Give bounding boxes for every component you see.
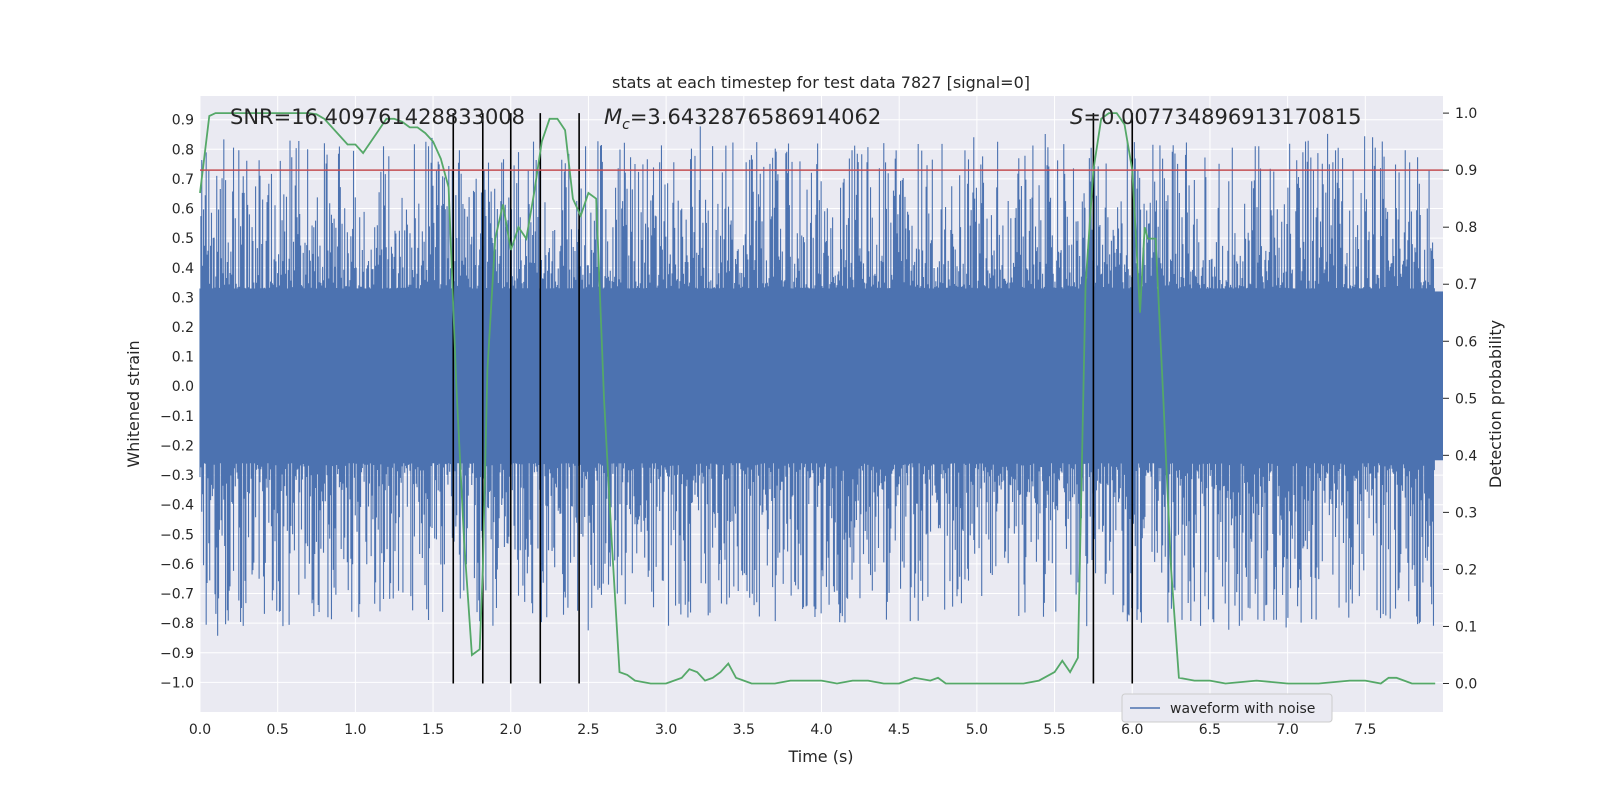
s-value: =0.007734896913170815 [1083, 105, 1361, 129]
y-right-tick-label: 1.0 [1455, 106, 1477, 122]
y-right-tick-label: 0.5 [1455, 391, 1477, 407]
y-left-tick-label: −0.9 [160, 646, 194, 662]
y-left-tick-label: 0.2 [172, 320, 194, 336]
y-left-tick-label: −0.7 [160, 587, 194, 603]
x-tick-label: 6.5 [1199, 722, 1221, 738]
y-left-tick-label: 0.3 [172, 290, 194, 306]
chart-title: stats at each timestep for test data 782… [612, 73, 1030, 92]
y-left-tick-label: −0.8 [160, 616, 194, 632]
y-left-tick-label: 0.6 [172, 202, 194, 218]
y-left-axis-label: Whitened strain [124, 340, 143, 467]
y-left-tick-label: 0.4 [172, 261, 194, 277]
s-symbol: S [1070, 105, 1083, 129]
y-right-tick-label: 0.9 [1455, 163, 1477, 179]
s-annotation: S=0.007734896913170815 [1070, 105, 1361, 129]
x-tick-label: 3.0 [655, 722, 677, 738]
x-tick-label: 3.5 [733, 722, 755, 738]
x-tick-label: 5.0 [966, 722, 988, 738]
y-left-tick-label: −0.1 [160, 409, 194, 425]
legend: waveform with noise [1121, 693, 1333, 723]
y-right-tick-label: 0.4 [1455, 448, 1477, 464]
x-tick-label: 1.0 [344, 722, 366, 738]
y-right-tick-label: 0.8 [1455, 220, 1477, 236]
x-tick-label: 0.5 [267, 722, 289, 738]
y-left-tick-label: 0.5 [172, 231, 194, 247]
x-tick-label: 2.5 [577, 722, 599, 738]
y-right-tick-label: 0.2 [1455, 562, 1477, 578]
x-axis-ticks: 0.0 0.5 1.0 1.5 2.0 2.5 3.0 3.5 4.0 4.5 5.0 5.5 6.0 6… [189, 722, 1377, 738]
y-right-tick-label: 0.6 [1455, 334, 1477, 350]
y-right-tick-label: 0.0 [1455, 676, 1477, 692]
y-left-tick-label: −0.4 [160, 498, 194, 514]
y-left-tick-label: −0.6 [160, 557, 194, 573]
y-left-tick-label: 0.9 [172, 113, 194, 129]
x-axis-label: Time (s) [787, 747, 853, 766]
x-tick-label: 4.0 [810, 722, 832, 738]
y-right-tick-label: 0.7 [1455, 277, 1477, 293]
detection-probability-line [199, 112, 1436, 685]
x-tick-label: 0.0 [189, 722, 211, 738]
y-left-tick-label: 0.0 [172, 379, 194, 395]
waveform-series [199, 126, 1443, 636]
y-left-tick-label: −0.3 [160, 468, 194, 484]
chirp-mass-value: =3.6432876586914062 [630, 105, 881, 129]
y-left-axis-ticks: 0.9 0.8 0.7 0.6 0.5 0.4 0.3 0.2 0.1 0.0 −0.1 −0.2 −0… [160, 113, 194, 692]
x-tick-label: 6.0 [1121, 722, 1143, 738]
x-tick-label: 7.0 [1276, 722, 1298, 738]
chirp-mass-symbol: M [604, 105, 622, 129]
y-left-tick-label: −0.5 [160, 527, 194, 543]
snr-annotation: SNR=16.409761428833008 [230, 105, 525, 129]
x-tick-label: 5.5 [1043, 722, 1065, 738]
y-right-tick-label: 0.3 [1455, 505, 1477, 521]
y-left-tick-label: 0.8 [172, 142, 194, 158]
chirp-mass-subscript: c [622, 117, 630, 133]
x-tick-label: 2.0 [500, 722, 522, 738]
y-left-tick-label: −1.0 [160, 675, 194, 691]
chirp-mass-annotation: Mc=3.6432876586914062 [604, 105, 881, 133]
x-tick-label: 1.5 [422, 722, 444, 738]
detection-series [199, 112, 1436, 685]
y-left-tick-label: −0.2 [160, 438, 194, 454]
y-right-axis-label: Detection probability [1486, 320, 1505, 488]
x-tick-label: 4.5 [888, 722, 910, 738]
legend-box [1121, 693, 1333, 723]
y-left-tick-label: 0.1 [172, 350, 194, 366]
y-left-tick-label: 0.7 [172, 172, 194, 188]
legend-label: waveform with noise [1170, 701, 1315, 717]
x-tick-label: 7.5 [1354, 722, 1376, 738]
y-right-axis-ticks: 1.0 0.9 0.8 0.7 0.6 0.5 0.4 0.3 0.2 0.1 0.0 [1443, 106, 1477, 692]
y-right-tick-label: 0.1 [1455, 619, 1477, 635]
